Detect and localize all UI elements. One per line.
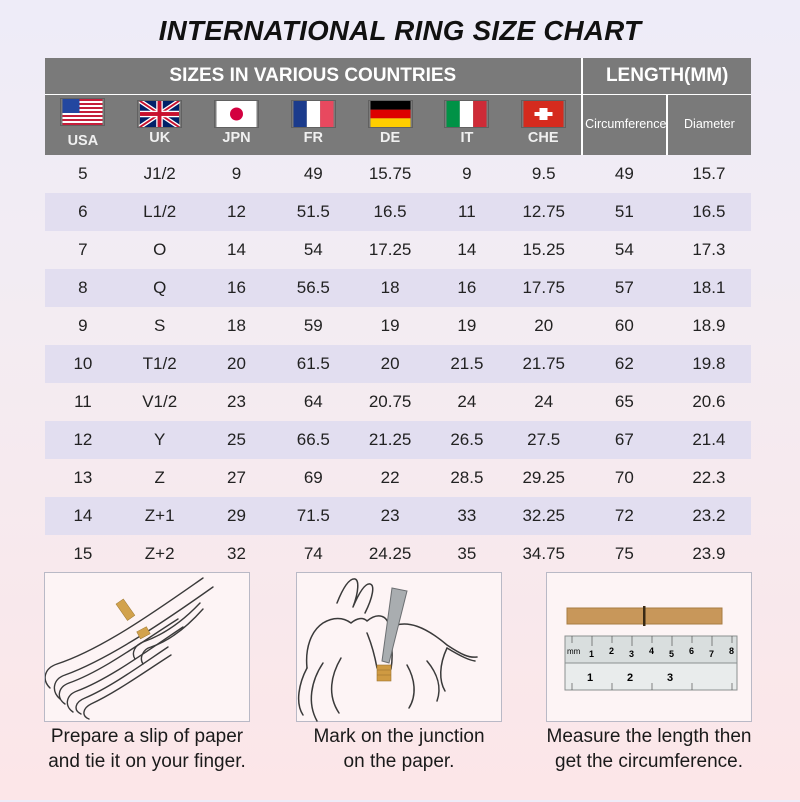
svg-text:2: 2 <box>609 646 614 656</box>
svg-text:2: 2 <box>627 672 633 684</box>
svg-text:4: 4 <box>649 646 654 656</box>
svg-text:6: 6 <box>689 646 694 656</box>
svg-text:1: 1 <box>589 649 594 659</box>
svg-text:1: 1 <box>587 672 593 684</box>
svg-text:mm: mm <box>567 647 581 656</box>
svg-text:3: 3 <box>629 649 634 659</box>
svg-text:5: 5 <box>669 649 674 659</box>
svg-text:7: 7 <box>709 649 714 659</box>
svg-text:3: 3 <box>667 672 673 684</box>
svg-text:8: 8 <box>729 646 734 656</box>
